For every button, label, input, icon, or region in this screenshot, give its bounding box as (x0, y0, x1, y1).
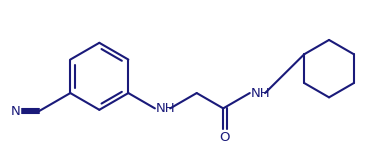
Text: NH: NH (156, 102, 176, 115)
Text: NH: NH (251, 87, 270, 100)
Text: O: O (220, 131, 230, 144)
Text: N: N (11, 105, 21, 118)
